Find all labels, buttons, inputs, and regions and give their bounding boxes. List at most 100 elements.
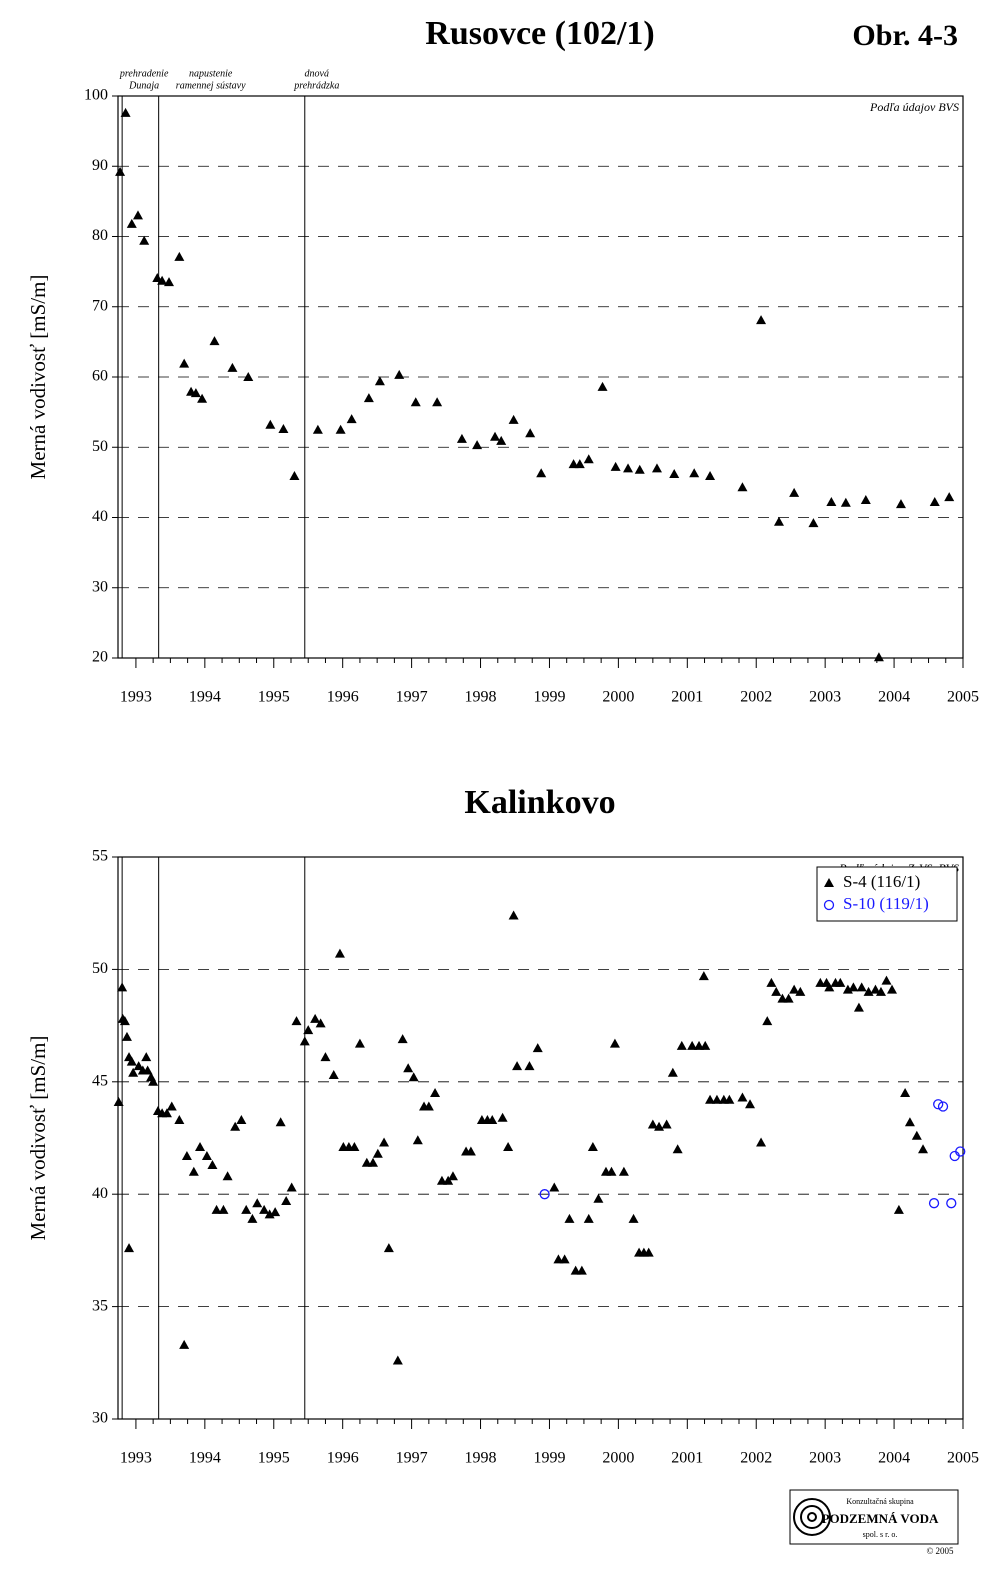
x-tick-label: 2001	[671, 689, 703, 706]
point	[289, 471, 300, 481]
point	[904, 1117, 915, 1127]
point	[705, 471, 716, 481]
point	[559, 1254, 570, 1264]
x-tick-label: 1999	[533, 1450, 565, 1467]
point	[536, 468, 547, 478]
point	[412, 1135, 423, 1145]
point	[503, 1141, 514, 1151]
point	[286, 1182, 297, 1192]
point	[174, 251, 185, 261]
point	[372, 1148, 383, 1158]
point	[195, 1141, 206, 1151]
point	[181, 1150, 192, 1160]
point	[128, 1067, 139, 1077]
point	[698, 971, 709, 981]
plot-frame	[117, 856, 964, 1420]
point	[651, 463, 662, 473]
legend-marker	[823, 899, 835, 911]
point	[190, 388, 201, 398]
y-tick-label: 70	[92, 297, 108, 314]
point	[392, 1355, 403, 1365]
point	[179, 1339, 190, 1349]
point	[218, 1204, 229, 1214]
y-tick-label: 50	[92, 960, 108, 977]
x-tick-label: 1994	[189, 1450, 221, 1467]
point	[576, 1265, 587, 1275]
point	[310, 1013, 321, 1023]
point	[689, 468, 700, 478]
point	[944, 492, 955, 502]
point	[379, 1137, 390, 1147]
point	[808, 518, 819, 528]
point	[423, 1101, 434, 1111]
point	[126, 1056, 137, 1066]
point	[328, 1070, 339, 1080]
point	[873, 652, 884, 662]
point	[141, 1052, 152, 1062]
point	[349, 1141, 360, 1151]
point	[771, 986, 782, 996]
point	[241, 1204, 252, 1214]
point	[667, 1067, 678, 1077]
point	[142, 1065, 153, 1075]
point	[524, 1061, 535, 1071]
point	[164, 277, 175, 287]
point	[587, 1141, 598, 1151]
point	[848, 982, 859, 992]
point	[119, 1016, 130, 1026]
point	[496, 435, 507, 445]
point	[512, 1061, 523, 1071]
point	[281, 1195, 292, 1205]
point	[157, 275, 168, 285]
x-tick-label: 1998	[465, 689, 497, 706]
point	[121, 1031, 132, 1041]
y-tick-label: 45	[92, 1072, 108, 1089]
point	[275, 1117, 286, 1127]
event-label: dnová	[305, 68, 329, 79]
point	[937, 1101, 949, 1112]
point	[634, 464, 645, 474]
point	[672, 1144, 683, 1154]
point	[895, 499, 906, 509]
point	[900, 1088, 911, 1098]
x-tick-label: 2005	[947, 1450, 979, 1467]
point	[447, 1171, 458, 1181]
point	[795, 986, 806, 996]
point	[661, 1119, 672, 1129]
x-tick-label: 2002	[740, 689, 772, 706]
point	[893, 1204, 904, 1214]
point	[179, 358, 190, 368]
point	[174, 1115, 185, 1125]
point	[853, 1002, 864, 1012]
point	[209, 336, 220, 346]
point	[354, 1038, 365, 1048]
point	[597, 381, 608, 391]
chart-title: Rusovce (102/1)	[425, 15, 654, 52]
x-tick-label: 2003	[809, 689, 841, 706]
source-note: Podľa údajov BVS	[869, 100, 959, 114]
point	[408, 1072, 419, 1082]
y-tick-label: 40	[92, 1185, 108, 1202]
point	[881, 975, 892, 985]
point	[860, 494, 871, 504]
point	[824, 982, 835, 992]
point	[139, 235, 150, 245]
point	[335, 424, 346, 434]
y-tick-label: 20	[92, 649, 108, 666]
point	[243, 372, 254, 381]
point	[606, 1166, 617, 1176]
point	[161, 1108, 172, 1118]
x-tick-label: 1996	[327, 1450, 359, 1467]
point	[618, 1166, 629, 1176]
point	[315, 1018, 326, 1028]
logo-text: spol. s r. o.	[863, 1530, 898, 1539]
legend-marker	[824, 878, 834, 887]
x-tick-label: 2001	[671, 1450, 703, 1467]
point	[875, 986, 886, 996]
figure-label: Obr. 4-3	[852, 19, 958, 52]
point	[211, 1204, 222, 1214]
point	[222, 1171, 233, 1181]
point	[113, 1097, 124, 1107]
point	[508, 414, 519, 424]
